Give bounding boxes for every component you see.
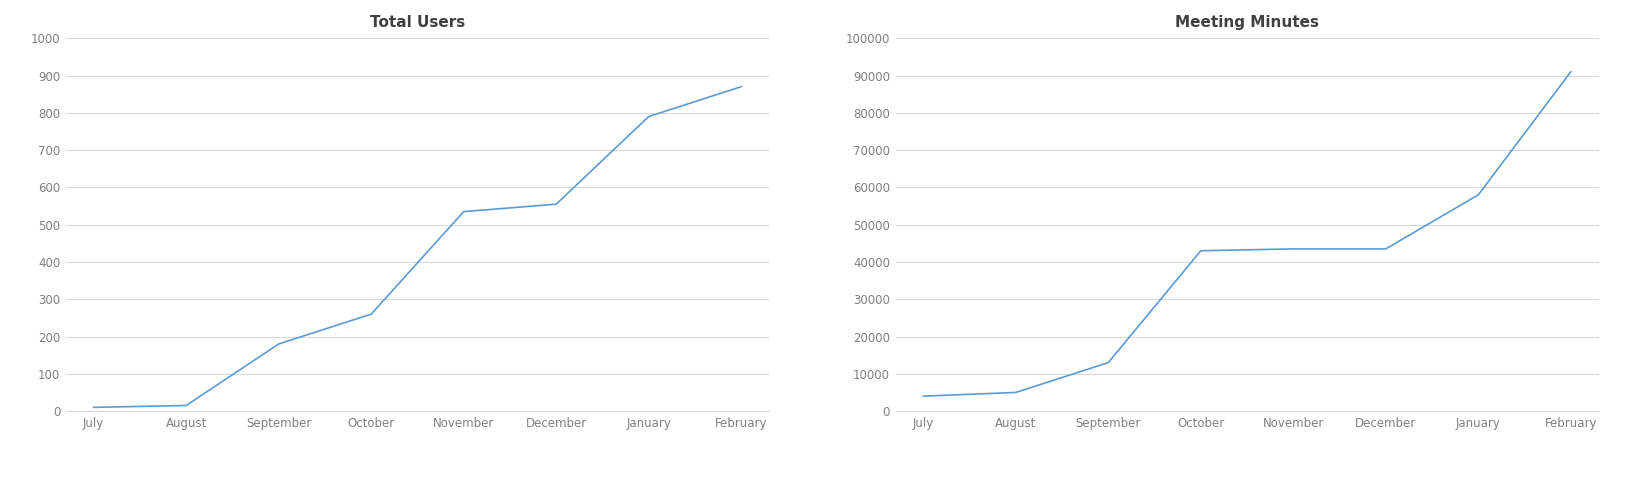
- Title: Meeting Minutes: Meeting Minutes: [1175, 15, 1318, 30]
- Title: Total Users: Total Users: [369, 15, 465, 30]
